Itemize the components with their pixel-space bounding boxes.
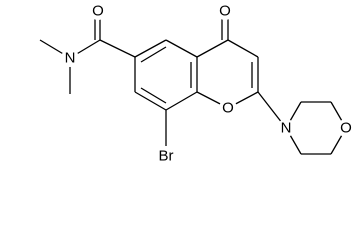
bonds <box>39 12 347 155</box>
molecule-diagram: O N O O Br N O <box>39 2 355 166</box>
atom-labels: O N O O Br N O <box>61 2 355 166</box>
atom-label: O <box>92 3 104 20</box>
atom-label: O <box>219 3 231 20</box>
atom-label: N <box>281 120 292 137</box>
atom-label: Br <box>159 148 174 165</box>
atom-label: O <box>222 100 234 117</box>
atom-label: O <box>340 120 352 137</box>
atom-label: N <box>65 50 76 67</box>
